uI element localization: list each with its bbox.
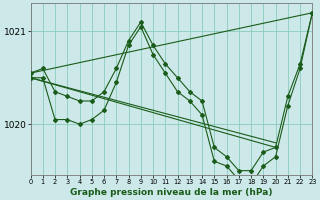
X-axis label: Graphe pression niveau de la mer (hPa): Graphe pression niveau de la mer (hPa)	[70, 188, 273, 197]
